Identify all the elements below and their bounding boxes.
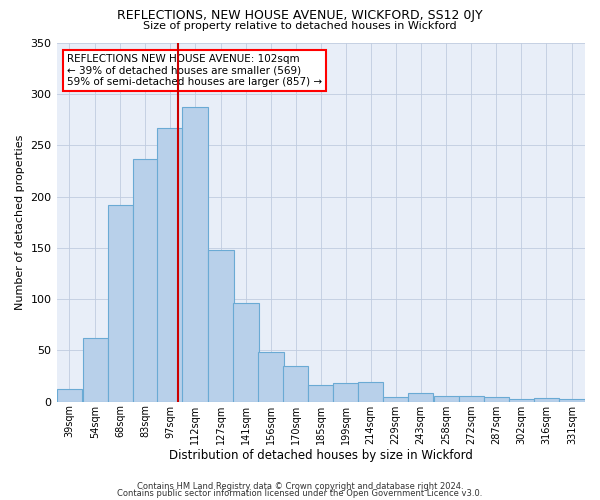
X-axis label: Distribution of detached houses by size in Wickford: Distribution of detached houses by size … (169, 450, 473, 462)
Bar (459, 396, 484, 402)
Bar (308, 386, 334, 402)
Bar (283, 366, 308, 402)
Bar (157, 128, 183, 402)
Bar (83, 338, 108, 402)
Bar (233, 304, 259, 402)
Text: REFLECTIONS, NEW HOUSE AVENUE, WICKFORD, SS12 0JY: REFLECTIONS, NEW HOUSE AVENUE, WICKFORD,… (117, 9, 483, 22)
Text: Contains HM Land Registry data © Crown copyright and database right 2024.: Contains HM Land Registry data © Crown c… (137, 482, 463, 491)
Bar (434, 396, 459, 402)
Bar (208, 250, 233, 402)
Bar (408, 394, 433, 402)
Bar (107, 205, 133, 402)
Bar (383, 396, 409, 402)
Bar (333, 383, 358, 402)
Text: Contains public sector information licensed under the Open Government Licence v3: Contains public sector information licen… (118, 490, 482, 498)
Text: Size of property relative to detached houses in Wickford: Size of property relative to detached ho… (143, 21, 457, 31)
Y-axis label: Number of detached properties: Number of detached properties (15, 134, 25, 310)
Bar (182, 106, 208, 402)
Bar (509, 398, 534, 402)
Text: REFLECTIONS NEW HOUSE AVENUE: 102sqm
← 39% of detached houses are smaller (569)
: REFLECTIONS NEW HOUSE AVENUE: 102sqm ← 3… (67, 54, 322, 87)
Bar (559, 398, 585, 402)
Bar (533, 398, 559, 402)
Bar (258, 352, 284, 402)
Bar (358, 382, 383, 402)
Bar (133, 159, 158, 402)
Bar (57, 390, 82, 402)
Bar (484, 396, 509, 402)
